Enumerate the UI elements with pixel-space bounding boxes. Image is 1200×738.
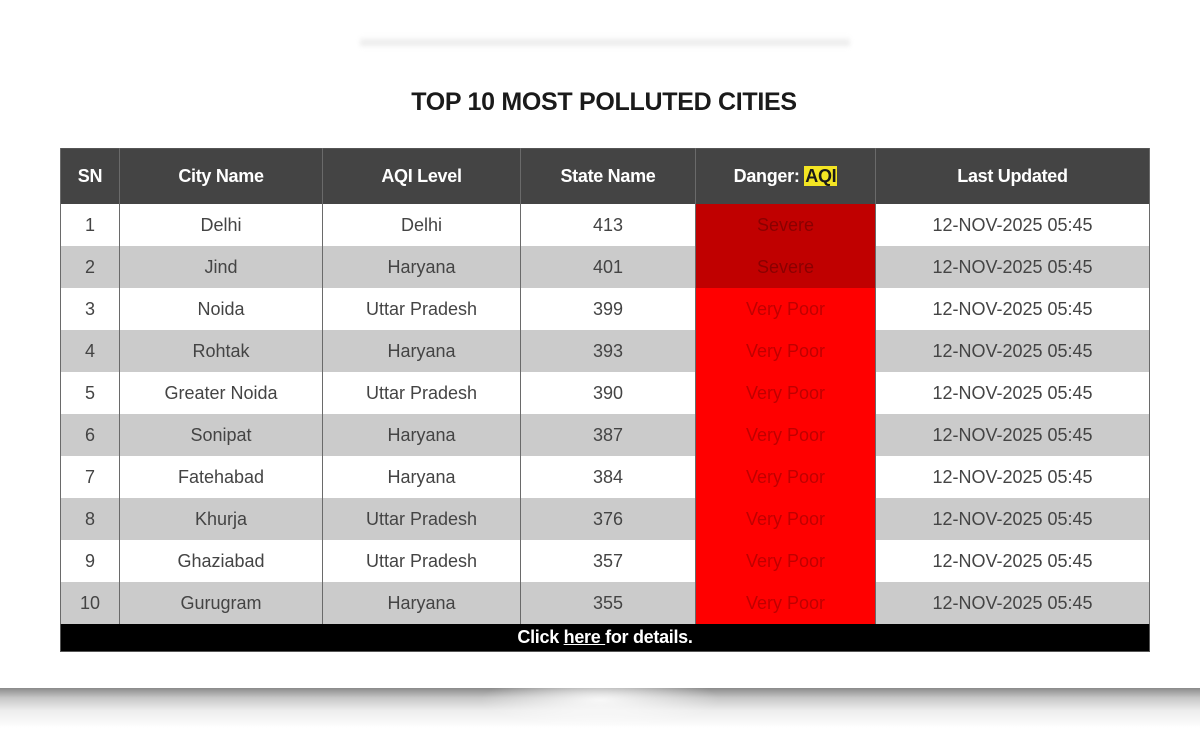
cell-last-updated: 12-NOV-2025 05:45 xyxy=(875,456,1150,498)
details-link[interactable]: here xyxy=(563,627,606,647)
cell-state-name: 355 xyxy=(520,582,696,624)
cell-last-updated: 12-NOV-2025 05:45 xyxy=(875,246,1150,288)
cell-state-name: 393 xyxy=(520,330,696,372)
cell-danger: Very Poor xyxy=(695,288,876,330)
cell-sn: 3 xyxy=(60,288,120,330)
cell-city-name: Greater Noida xyxy=(119,372,323,414)
footer-suffix: for details. xyxy=(605,627,693,647)
cell-aqi-level: Haryana xyxy=(322,582,521,624)
cell-sn: 4 xyxy=(60,330,120,372)
cell-aqi-level: Uttar Pradesh xyxy=(322,372,521,414)
cell-aqi-level: Haryana xyxy=(322,456,521,498)
cell-last-updated: 12-NOV-2025 05:45 xyxy=(875,330,1150,372)
table-row: 1 Delhi Delhi 413 Severe 12-NOV-2025 05:45 xyxy=(60,204,1150,246)
table-row: 2 Jind Haryana 401 Severe 12-NOV-2025 05:45 xyxy=(60,246,1150,288)
cell-last-updated: 12-NOV-2025 05:45 xyxy=(875,372,1150,414)
cell-state-name: 413 xyxy=(520,204,696,246)
cell-sn: 8 xyxy=(60,498,120,540)
header-city-name: City Name xyxy=(119,148,323,204)
cell-last-updated: 12-NOV-2025 05:45 xyxy=(875,540,1150,582)
cell-city-name: Gurugram xyxy=(119,582,323,624)
cell-last-updated: 12-NOV-2025 05:45 xyxy=(875,288,1150,330)
cell-aqi-level: Uttar Pradesh xyxy=(322,288,521,330)
cell-city-name: Delhi xyxy=(119,204,323,246)
table-row: 7 Fatehabad Haryana 384 Very Poor 12-NOV-2025… xyxy=(60,456,1150,498)
cell-state-name: 384 xyxy=(520,456,696,498)
page-title: TOP 10 MOST POLLUTED CITIES xyxy=(411,88,797,116)
cell-last-updated: 12-NOV-2025 05:45 xyxy=(875,498,1150,540)
details-footer: Click here for details. xyxy=(60,624,1150,652)
cell-danger: Very Poor xyxy=(695,498,876,540)
cell-sn: 9 xyxy=(60,540,120,582)
footer-prefix: Click xyxy=(517,627,564,647)
cell-aqi-level: Haryana xyxy=(322,246,521,288)
cell-sn: 10 xyxy=(60,582,120,624)
header-last-updated: Last Updated xyxy=(875,148,1150,204)
table-row: 5 Greater Noida Uttar Pradesh 390 Very Poor 1… xyxy=(60,372,1150,414)
cell-city-name: Jind xyxy=(119,246,323,288)
table-row: 9 Ghaziabad Uttar Pradesh 357 Very Poor 12-NO… xyxy=(60,540,1150,582)
cell-sn: 7 xyxy=(60,456,120,498)
cell-aqi-level: Haryana xyxy=(322,414,521,456)
cell-city-name: Fatehabad xyxy=(119,456,323,498)
table-row: 4 Rohtak Haryana 393 Very Poor 12-NOV-2025 05… xyxy=(60,330,1150,372)
cell-danger: Very Poor xyxy=(695,456,876,498)
cell-last-updated: 12-NOV-2025 05:45 xyxy=(875,204,1150,246)
cell-danger: Very Poor xyxy=(695,540,876,582)
cell-aqi-level: Haryana xyxy=(322,330,521,372)
table-header-row: SN City Name AQI Level State Name Danger… xyxy=(60,148,1150,204)
header-state-name: State Name xyxy=(520,148,696,204)
cell-aqi-level: Uttar Pradesh xyxy=(322,498,521,540)
table-row: 10 Gurugram Haryana 355 Very Poor 12-NOV-2025… xyxy=(60,582,1150,624)
header-aqi-level: AQI Level xyxy=(322,148,521,204)
cell-sn: 2 xyxy=(60,246,120,288)
cell-danger: Severe xyxy=(695,246,876,288)
cell-aqi-level: Uttar Pradesh xyxy=(322,540,521,582)
header-danger-highlight: AQI xyxy=(804,166,838,186)
cell-city-name: Khurja xyxy=(119,498,323,540)
header-danger: Danger: AQI xyxy=(695,148,876,204)
top-edge-shadow xyxy=(360,36,850,48)
table-row: 8 Khurja Uttar Pradesh 376 Very Poor 12-NOV-2… xyxy=(60,498,1150,540)
cell-aqi-level: Delhi xyxy=(322,204,521,246)
cell-state-name: 357 xyxy=(520,540,696,582)
bottom-edge-shadow xyxy=(0,688,1200,728)
cell-danger: Very Poor xyxy=(695,582,876,624)
table-row: 3 Noida Uttar Pradesh 399 Very Poor 12-NOV-20… xyxy=(60,288,1150,330)
cell-state-name: 399 xyxy=(520,288,696,330)
cell-danger: Severe xyxy=(695,204,876,246)
cell-city-name: Rohtak xyxy=(119,330,323,372)
cell-danger: Very Poor xyxy=(695,330,876,372)
cell-sn: 6 xyxy=(60,414,120,456)
header-danger-prefix: Danger: xyxy=(733,166,805,186)
cell-state-name: 387 xyxy=(520,414,696,456)
cell-danger: Very Poor xyxy=(695,372,876,414)
cell-state-name: 401 xyxy=(520,246,696,288)
header-sn: SN xyxy=(60,148,120,204)
cell-sn: 1 xyxy=(60,204,120,246)
table-footer-row: Click here for details. xyxy=(60,624,1150,652)
cell-state-name: 390 xyxy=(520,372,696,414)
cell-city-name: Sonipat xyxy=(119,414,323,456)
polluted-cities-table: SN City Name AQI Level State Name Danger… xyxy=(60,148,1150,652)
cell-danger: Very Poor xyxy=(695,414,876,456)
cell-sn: 5 xyxy=(60,372,120,414)
cell-last-updated: 12-NOV-2025 05:45 xyxy=(875,414,1150,456)
cell-state-name: 376 xyxy=(520,498,696,540)
table-row: 6 Sonipat Haryana 387 Very Poor 12-NOV-2025 0… xyxy=(60,414,1150,456)
cell-city-name: Ghaziabad xyxy=(119,540,323,582)
cell-city-name: Noida xyxy=(119,288,323,330)
cell-last-updated: 12-NOV-2025 05:45 xyxy=(875,582,1150,624)
